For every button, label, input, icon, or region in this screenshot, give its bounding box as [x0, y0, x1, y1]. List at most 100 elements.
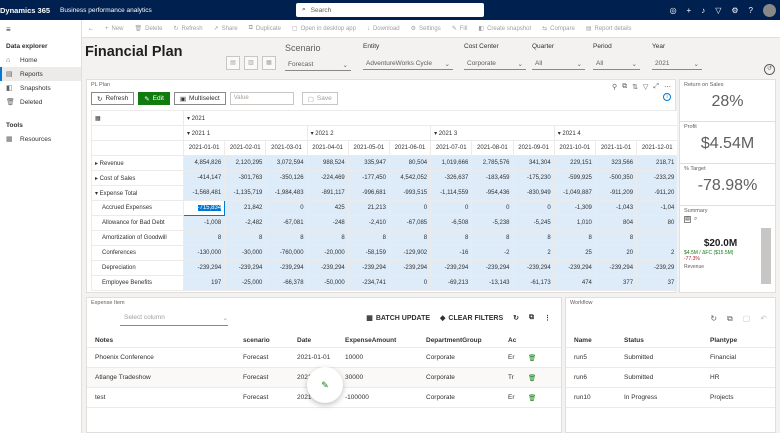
row-header[interactable]: Conferences [91, 245, 184, 261]
scenario-select[interactable]: Forecast ⌄ [285, 59, 351, 71]
value-cell[interactable]: -830,949 [512, 185, 555, 201]
value-input[interactable]: Value [229, 92, 294, 105]
settings-button[interactable]: ⚙ Settings [411, 25, 441, 33]
value-cell[interactable]: 37 [636, 275, 677, 291]
value-cell[interactable]: 8 [430, 230, 473, 246]
cost-center-select[interactable]: Corporate ⌄ [464, 58, 526, 70]
reset-icon[interactable]: ↺ [764, 64, 775, 75]
value-cell[interactable]: 2 [636, 245, 677, 261]
value-cell[interactable]: -239,294 [224, 260, 267, 276]
thumbnail-3[interactable]: ▦ [262, 56, 276, 70]
value-cell[interactable]: -50,000 [306, 275, 349, 291]
value-cell[interactable]: -58,159 [347, 245, 390, 261]
value-cell[interactable]: 8 [224, 230, 267, 246]
value-cell[interactable]: -1,135,719 [224, 185, 267, 201]
multiselect-button[interactable]: ▣ Multiselect [173, 92, 226, 105]
value-cell[interactable]: -1,043 [594, 200, 638, 216]
value-cell[interactable]: -175,230 [512, 170, 555, 186]
save-icon[interactable]: ▢ [742, 314, 751, 323]
value-cell[interactable]: -326,637 [430, 170, 473, 186]
value-cell[interactable]: -301,763 [224, 170, 267, 186]
table-row[interactable]: run10 In Progress Projects [566, 388, 775, 408]
filter-icon[interactable]: ▽ [643, 84, 649, 91]
value-cell[interactable]: 80,504 [388, 155, 432, 171]
refresh-button[interactable]: ↻ Refresh [174, 25, 203, 33]
value-cell[interactable]: 2,120,295 [224, 155, 267, 171]
search-icon[interactable]: ⌕ [694, 216, 698, 222]
value-cell[interactable]: -183,459 [471, 170, 514, 186]
value-cell[interactable]: -20,000 [306, 245, 349, 261]
value-cell[interactable]: -239,294 [182, 260, 226, 276]
row-header[interactable]: Amortization of Goodwill [91, 230, 184, 246]
target-icon[interactable]: ◎ [669, 5, 677, 15]
refresh-icon[interactable]: ↻ [513, 315, 519, 322]
year-select[interactable]: 2021 ⌄ [652, 58, 702, 70]
value-cell[interactable]: -599,925 [553, 170, 596, 186]
more-vertical-icon[interactable]: ⋮ [544, 315, 551, 322]
gear-icon[interactable]: ⚙ [731, 5, 739, 15]
value-cell[interactable]: 0 [471, 200, 514, 216]
row-header[interactable]: ▾ Expense Total [91, 185, 184, 201]
value-cell[interactable]: -177,450 [347, 170, 390, 186]
value-cell[interactable]: -500,350 [594, 170, 638, 186]
value-cell[interactable]: 8 [471, 230, 514, 246]
value-cell[interactable]: 8 [594, 230, 638, 246]
undo-icon[interactable]: ↶ [760, 314, 767, 323]
value-cell[interactable]: -414,147 [182, 170, 226, 186]
value-cell[interactable]: -66,378 [265, 275, 308, 291]
value-cell[interactable]: -130,000 [182, 245, 226, 261]
value-cell[interactable]: -993,515 [388, 185, 432, 201]
row-header[interactable]: Employee Benefits [91, 275, 184, 291]
value-cell[interactable]: 0 [430, 200, 473, 216]
refresh-icon[interactable]: ↻ [710, 314, 718, 323]
value-cell[interactable]: 0 [388, 275, 432, 291]
value-cell[interactable]: -239,294 [388, 260, 432, 276]
sidebar-item-deleted[interactable]: 🗑 Deleted [0, 95, 81, 109]
column-header[interactable]: DepartmentGroup [426, 337, 482, 344]
value-cell[interactable]: -69,213 [430, 275, 473, 291]
value-cell[interactable]: 0 [512, 200, 555, 216]
value-cell[interactable]: -5,238 [471, 215, 514, 231]
table-view-icon[interactable]: ▤ [684, 216, 691, 223]
column-header[interactable]: Status [624, 337, 644, 344]
value-cell[interactable]: -911,209 [594, 185, 638, 201]
value-cell[interactable]: 2,785,576 [471, 155, 514, 171]
value-cell[interactable]: -234,741 [347, 275, 390, 291]
entity-select[interactable]: AdventureWorks Cycle ⌄ [363, 58, 453, 70]
value-cell[interactable]: 80 [636, 215, 677, 231]
column-header[interactable]: Notes [95, 337, 114, 344]
value-cell[interactable]: 474 [553, 275, 596, 291]
quarter-header[interactable]: ▾ 2021 2 [306, 125, 432, 141]
value-cell[interactable]: -2 [471, 245, 514, 261]
table-row[interactable]: run6 Submitted HR [566, 368, 775, 388]
value-cell[interactable]: -911,20 [636, 185, 677, 201]
delete-row-icon[interactable]: 🗑 [528, 394, 537, 402]
value-cell[interactable]: 804 [594, 215, 638, 231]
value-cell[interactable]: -1,008 [182, 215, 226, 231]
value-cell[interactable]: -996,681 [347, 185, 390, 201]
period-select[interactable]: All ⌄ [593, 58, 640, 70]
table-row[interactable]: run5 Submitted Financial [566, 348, 775, 368]
compare-button[interactable]: ⇆ Compare [542, 25, 575, 33]
value-cell[interactable]: 425 [306, 200, 349, 216]
value-cell[interactable]: 3,072,594 [265, 155, 308, 171]
value-cell[interactable]: 197 [182, 275, 226, 291]
row-header[interactable]: Depreciation [91, 260, 184, 276]
value-cell[interactable]: 341,304 [512, 155, 555, 171]
value-cell[interactable]: -1,049,887 [553, 185, 596, 201]
value-cell[interactable]: 218,71 [636, 155, 677, 171]
value-cell[interactable]: 0 [388, 200, 432, 216]
value-cell[interactable]: -1,114,559 [430, 185, 473, 201]
value-cell[interactable]: -350,126 [265, 170, 308, 186]
value-cell[interactable]: 4,854,826 [182, 155, 226, 171]
value-cell[interactable]: -239,294 [265, 260, 308, 276]
value-cell[interactable]: -239,294 [553, 260, 596, 276]
value-cell[interactable]: 8 [388, 230, 432, 246]
save-button[interactable]: ▢ Save [301, 92, 338, 105]
year-header[interactable]: ▾ 2021 [182, 110, 677, 126]
column-header[interactable]: Name [574, 337, 592, 344]
row-header[interactable]: ▸ Revenue [91, 155, 184, 171]
sidebar-item-resources[interactable]: ▦ Resources [0, 132, 81, 146]
value-cell[interactable]: -1,984,483 [265, 185, 308, 201]
quarter-header[interactable]: ▾ 2021 4 [553, 125, 677, 141]
